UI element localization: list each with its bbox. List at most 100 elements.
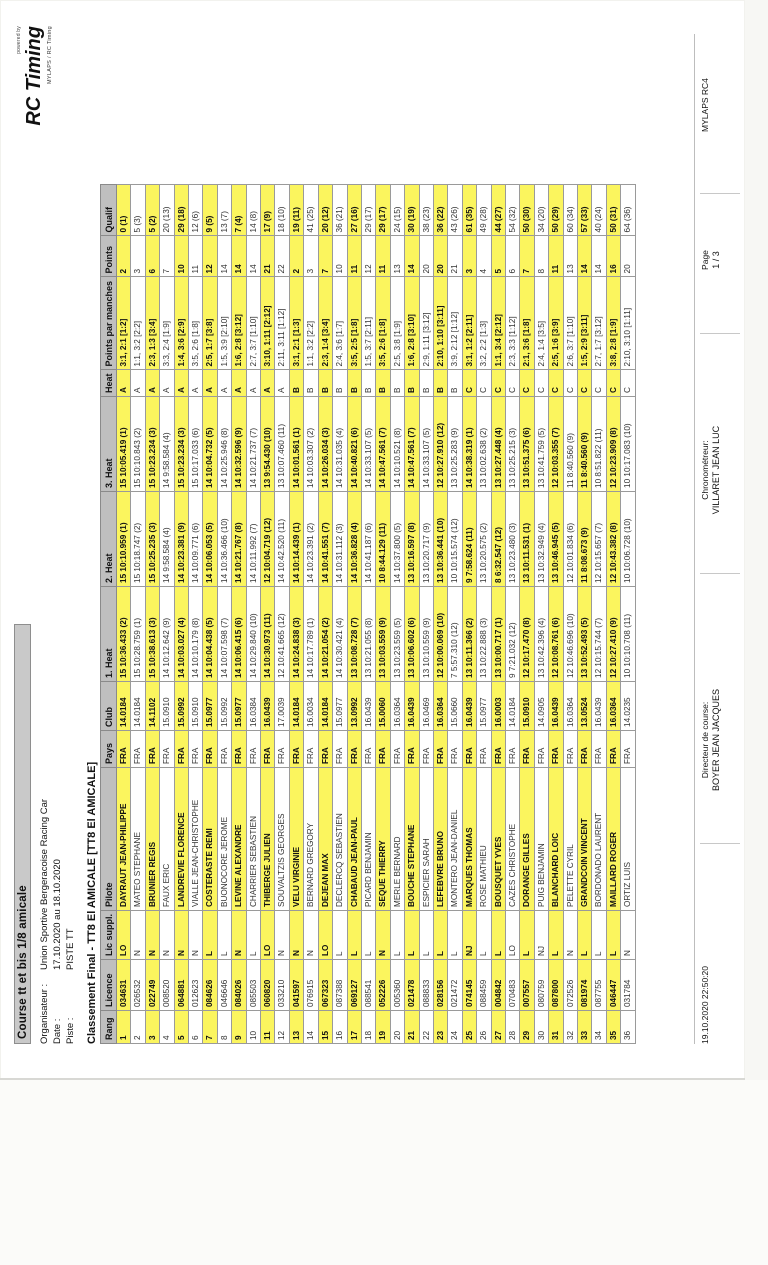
cell-qualif: 44 (27) [491,184,506,236]
cell-heat-group: C [534,369,549,397]
cell-heat-group: B [419,369,434,397]
cell-rang: 31 [548,1010,564,1044]
cell-rang: 23 [433,1010,448,1044]
cell-rang: 27 [491,1010,506,1044]
cell-pays: FRA [519,730,535,768]
cell-qualif: 5 (3) [130,184,146,236]
cell-qualif: 29 (17) [361,184,376,236]
cell-heat2: 14 10:36.466 (10) [217,491,232,587]
cell-heat3: 13 10:02.638 (2) [476,396,492,492]
cell-heat2: 12 10:01.834 (6) [563,491,578,587]
cell-qualif: 61 (35) [462,184,477,236]
table-row: 32 072526 N PELETTE CYRIL FRA 16.0364 12 10:46… [563,184,578,1044]
cell-pilote: VELU VIRGINIE [289,767,304,911]
cell-heat3: 11 8:40.560 (9) [577,396,592,492]
cell-heat2: 13 10:11.531 (1) [519,491,535,587]
cell-heat2: 13 10:20.575 (2) [476,491,492,587]
cell-pilote: LANDREVIE FLORENCE [174,767,189,911]
cell-heat1: 14 10:10.179 (8) [188,586,203,682]
cell-heat1: 14 10:12.642 (9) [159,586,175,682]
cell-heat3: 15 10:17.033 (6) [188,396,203,492]
cell-pilote: SEQUE THIERRY [375,767,391,911]
cell-qualif: 54 (32) [505,184,520,236]
cell-points-par-manches: 3:5, 2:5 [1:8] [347,276,362,370]
footer-divider [694,34,695,1044]
cell-lic-suppl: L [433,910,448,960]
cell-points: 10 [332,235,347,277]
cell-rang: 18 [361,1010,376,1044]
cell-heat1: 14 10:04.438 (5) [202,586,218,682]
cell-points-par-manches: 1:6, 2:8 [3:12] [231,276,247,370]
cell-heat2: 11 8:08.673 (9) [577,491,592,587]
col-head-qualif: Qualif [100,184,117,236]
cell-points: 6 [505,235,520,277]
cell-heat-group: C [606,369,621,397]
cell-pays: FRA [534,730,549,768]
cell-pilote: CAZES CHRISTOPHE [505,767,520,911]
cell-qualif: 7 (4) [231,184,247,236]
cell-rang: 35 [606,1010,621,1044]
table-row: 24 021472 L MONTERO JEAN-DANIEL FRA 15.0660 7 … [447,184,463,1044]
cell-points-par-manches: 3:10, 1:11 [2:12] [260,276,275,370]
cell-rang: 20 [390,1010,405,1044]
cell-heat-group: B [433,369,448,397]
cell-points-par-manches: 1:5, 2:9 [3:11] [577,276,592,370]
cell-lic-suppl: L [548,910,564,960]
cell-pilote: BOUCHE STEPHANE [404,767,420,911]
cell-lic-suppl: L [217,910,232,960]
cell-pilote: SOUVALTZIS GEORGES [274,767,290,911]
cell-points: 21 [447,235,463,277]
cell-points: 5 [491,235,506,277]
cell-heat1: 15 10:36.433 (2) [116,586,131,682]
cell-heat-group: B [318,369,333,397]
cell-points: 14 [591,235,607,277]
cell-heat-group: A [274,369,290,397]
cell-points: 14 [404,235,420,277]
cell-points: 3 [130,235,146,277]
cell-lic-suppl: L [419,910,434,960]
cell-heat3: 14 10:33.107 (5) [419,396,434,492]
cell-licence: 052226 [375,959,391,1011]
cell-points-par-manches: 3:1, 2:1 [1:3] [289,276,304,370]
cell-rang: 1 [116,1010,131,1044]
cell-pilote: PELETTE CYRIL [563,767,578,911]
cell-club: 14.0905 [534,681,549,731]
cell-points: 2 [289,235,304,277]
table-row: 34 087755 L BORDONADO LAURENT FRA 16.0439 12 1… [591,184,607,1044]
footer-page: Page 1 / 3 [700,200,722,320]
cell-licence: 008520 [159,959,175,1011]
table-row: 23 028156 L LEFEBVRE BRUNO FRA 16.0364 12 10:0… [433,184,448,1044]
cell-lic-suppl: L [491,910,506,960]
cell-points: 11 [188,235,203,277]
cell-heat1: 15 10:38.613 (3) [145,586,160,682]
cell-heat-group: A [260,369,275,397]
cell-heat-group: A [145,369,160,397]
cell-heat-group: C [462,369,477,397]
brand-name: RC Timing [23,26,45,126]
cell-heat3: 13 10:27.448 (4) [491,396,506,492]
cell-heat-group: C [620,369,636,397]
meta-value-organisateur: Union Sportive Bergeracoise Racing Car [39,798,50,970]
cell-club: 15.0992 [174,681,189,731]
cell-pays: FRA [375,730,391,768]
cell-club: 16.0439 [591,681,607,731]
cell-qualif: 14 (8) [246,184,261,236]
cell-heat3: 15 10:10.843 (2) [130,396,146,492]
cell-heat3: 10 8:51.822 (11) [591,396,607,492]
cell-qualif: 41 (25) [303,184,319,236]
cell-heat-group: A [202,369,218,397]
cell-pilote: THIBERGE JULIEN [260,767,275,911]
cell-heat1: 12 10:08.761 (6) [548,586,564,682]
cell-licence: 074145 [462,959,477,1011]
cell-points-par-manches: 2:6, 3:7 [1:10] [563,276,578,370]
cell-qualif: 34 (20) [534,184,549,236]
cell-qualif: 5 (2) [145,184,160,236]
cell-heat1: 13 10:08.728 (7) [347,586,362,682]
cell-heat3: 14 10:38.319 (1) [462,396,477,492]
cell-pays: FRA [591,730,607,768]
cell-club: 14.1102 [145,681,160,731]
cell-heat3: 13 10:25.283 (9) [447,396,463,492]
document-footer: 19.10.2020 22:50:20 Directeur de course:… [700,0,744,1080]
cell-rang: 29 [519,1010,535,1044]
